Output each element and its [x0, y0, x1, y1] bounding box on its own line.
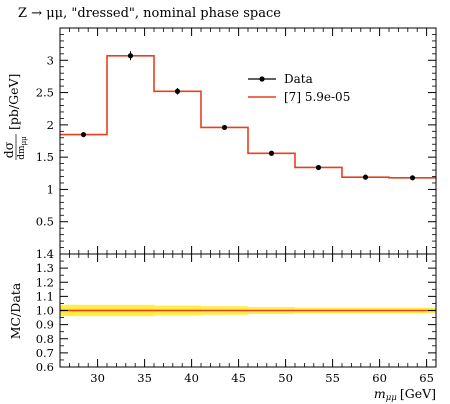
data-point: [127, 53, 134, 59]
y-tick-label: 2: [47, 118, 54, 132]
ratio-y-tick-label: 1.3: [36, 261, 54, 275]
y-tick-label: 2.5: [36, 86, 54, 100]
main-ylabel: dσ dmμμ [pb/GeV]: [1, 74, 28, 160]
x-tick-label: 35: [137, 371, 152, 385]
x-tick-label: 55: [325, 371, 340, 385]
xlabel: mμμ [GeV]: [374, 386, 436, 403]
y-tick-label: 1.5: [36, 150, 54, 164]
ratio-ylabel: MC/Data: [8, 282, 23, 339]
mc-histogram-line: [60, 54, 436, 179]
x-tick-label: 40: [184, 371, 199, 385]
legend-data-label: Data: [284, 72, 313, 86]
x-tick-label: 30: [90, 371, 105, 385]
data-point: [268, 150, 275, 156]
ratio-y-tick-label: 0.9: [36, 318, 54, 332]
data-point: [80, 131, 87, 138]
ratio-y-tick-label: 1.0: [36, 304, 54, 318]
x-tick-label: 50: [278, 371, 293, 385]
main-plot-group: [60, 51, 436, 181]
ratio-y-tick-label: 1.4: [36, 247, 54, 261]
data-point: [174, 88, 181, 94]
ratio-y-tick-label: 0.7: [36, 346, 54, 360]
ylabel-unit: [pb/GeV]: [6, 74, 21, 130]
data-point: [315, 164, 322, 171]
ratio-plot-group: 0.60.70.80.91.01.11.21.31.4: [36, 247, 436, 374]
legend: Data [7] 5.9e-05: [248, 72, 350, 104]
y-tick-label: 1: [47, 182, 54, 196]
chart-title: Z → μμ, "dressed", nominal phase space: [18, 6, 281, 21]
data-point: [221, 124, 228, 131]
ratio-y-tick-label: 1.2: [36, 275, 54, 289]
legend-data-marker: [259, 76, 265, 82]
main-grid-group: 0.5 1 1.5 2 2.5 3 30 35 40 45 50 55 60 65: [36, 28, 437, 385]
y-tick-label: 3: [47, 53, 54, 67]
x-tick-label: 65: [419, 371, 434, 385]
x-tick-label: 60: [372, 371, 387, 385]
legend-mc-label: [7] 5.9e-05: [284, 90, 350, 104]
ratio-y-tick-label: 1.1: [36, 289, 54, 303]
x-tick-label: 45: [231, 371, 246, 385]
ratio-y-tick-label: 0.8: [36, 332, 54, 346]
ratio-plot-frame: [59, 253, 437, 368]
ratio-y-tick-label: 0.6: [36, 360, 54, 374]
y-tick-label: 0.5: [36, 215, 54, 229]
data-point: [409, 175, 416, 181]
data-point: [362, 174, 369, 180]
ylabel-numerator: dσ: [1, 141, 16, 158]
ylabel-denominator: dmμμ: [17, 136, 28, 160]
